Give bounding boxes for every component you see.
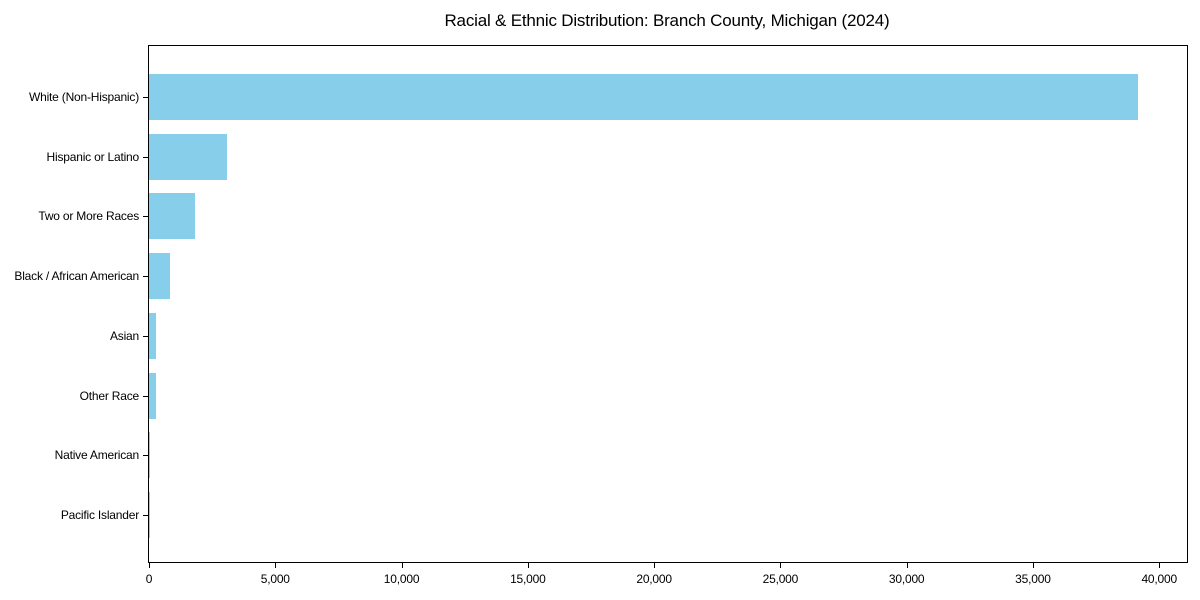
- y-axis-label: Asian: [109, 328, 139, 343]
- x-axis-tick-label: 15,000: [510, 572, 546, 586]
- x-axis-tick: [527, 563, 529, 568]
- x-axis-tick-label: 40,000: [1141, 572, 1177, 586]
- x-axis-tick: [275, 563, 277, 568]
- bar-two-or-more-races: [149, 193, 195, 240]
- y-axis-tick: [143, 97, 148, 98]
- x-axis-tick: [149, 563, 150, 568]
- y-axis-label: Pacific Islander: [60, 507, 139, 522]
- bar-hispanic-or-latino: [149, 133, 228, 180]
- x-axis-tick-label: 25,000: [762, 572, 799, 586]
- bar-black-african-american: [149, 253, 170, 300]
- y-axis-tick: [143, 156, 148, 158]
- x-axis-tick: [654, 563, 656, 568]
- chart-title: Racial & Ethnic Distribution: Branch Cou…: [444, 11, 890, 30]
- x-axis-tick: [780, 563, 782, 568]
- bar-native-american: [149, 432, 151, 479]
- y-axis-label: Hispanic or Latino: [46, 149, 140, 164]
- y-axis-tick: [143, 335, 148, 337]
- bar-other-race: [149, 372, 156, 419]
- y-axis-tick: [143, 276, 148, 278]
- bar-white-non-hispanic: [149, 74, 1138, 120]
- x-axis-tick: [401, 563, 403, 568]
- y-axis-label: Native American: [54, 448, 140, 463]
- y-axis-label: Two or More Races: [38, 209, 139, 224]
- y-axis-label: Black / African American: [14, 269, 139, 284]
- x-axis-tick-label: 0: [145, 572, 153, 586]
- plot-area: White (Non-Hispanic) Hispanic or Latino Tw…: [14, 45, 1188, 586]
- x-axis-tick-label: 35,000: [1015, 572, 1051, 586]
- y-axis-tick: [143, 455, 148, 457]
- y-axis-tick: [143, 216, 148, 218]
- y-axis-tick: [143, 395, 148, 397]
- x-axis-tick-label: 20,000: [636, 572, 672, 586]
- y-axis-label: Other Race: [79, 388, 140, 403]
- y-axis-label: White (Non-Hispanic): [28, 90, 139, 104]
- x-axis-tick-label: 10,000: [383, 572, 420, 586]
- y-axis-tick: [143, 514, 148, 516]
- x-axis-tick: [906, 563, 908, 568]
- x-axis-tick-label: 5,000: [260, 572, 290, 586]
- bar-asian: [149, 312, 157, 359]
- x-axis-tick: [1032, 563, 1034, 568]
- x-axis-tick-label: 30,000: [888, 572, 925, 586]
- x-axis-tick: [1159, 563, 1161, 568]
